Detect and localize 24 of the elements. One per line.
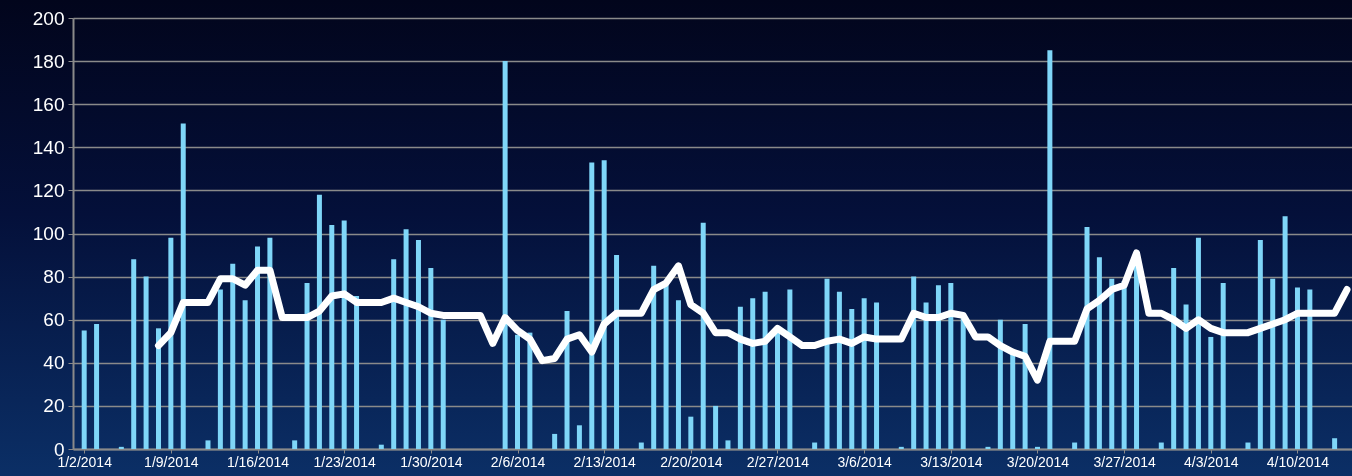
x-tick-label: 3/20/2014	[1006, 453, 1070, 470]
x-tick-label: 4/10/2014	[1266, 453, 1330, 470]
y-tick-label: 80	[43, 266, 65, 288]
y-tick-label: 200	[32, 7, 65, 29]
x-tick-label: 2/20/2014	[660, 453, 723, 470]
y-tick-label: 20	[43, 395, 65, 417]
y-tick-label: 180	[32, 50, 65, 72]
x-tick-label: 1/30/2014	[400, 453, 463, 470]
x-tick-label: 3/27/2014	[1093, 453, 1156, 470]
x-tick-label: 3/6/2014	[837, 453, 893, 470]
x-tick-label: 2/27/2014	[746, 453, 810, 470]
y-tick-label: 60	[43, 309, 65, 331]
y-tick-label: 160	[32, 93, 65, 115]
x-tick-label: 3/13/2014	[920, 453, 983, 470]
y-tick-label: 120	[32, 179, 65, 201]
x-tick-label: 4/3/2014	[1184, 453, 1239, 470]
x-tick-label: 2/6/2014	[490, 453, 546, 470]
y-tick-label: 100	[32, 223, 65, 244]
x-tick-label: 1/23/2014	[313, 453, 377, 470]
x-tick-label: 1/9/2014	[144, 453, 199, 470]
y-tick-label: 140	[32, 136, 65, 158]
x-tick-label: 2/13/2014	[573, 453, 637, 470]
x-tick-label: 1/16/2014	[226, 453, 290, 470]
y-tick-label: 40	[43, 352, 65, 374]
